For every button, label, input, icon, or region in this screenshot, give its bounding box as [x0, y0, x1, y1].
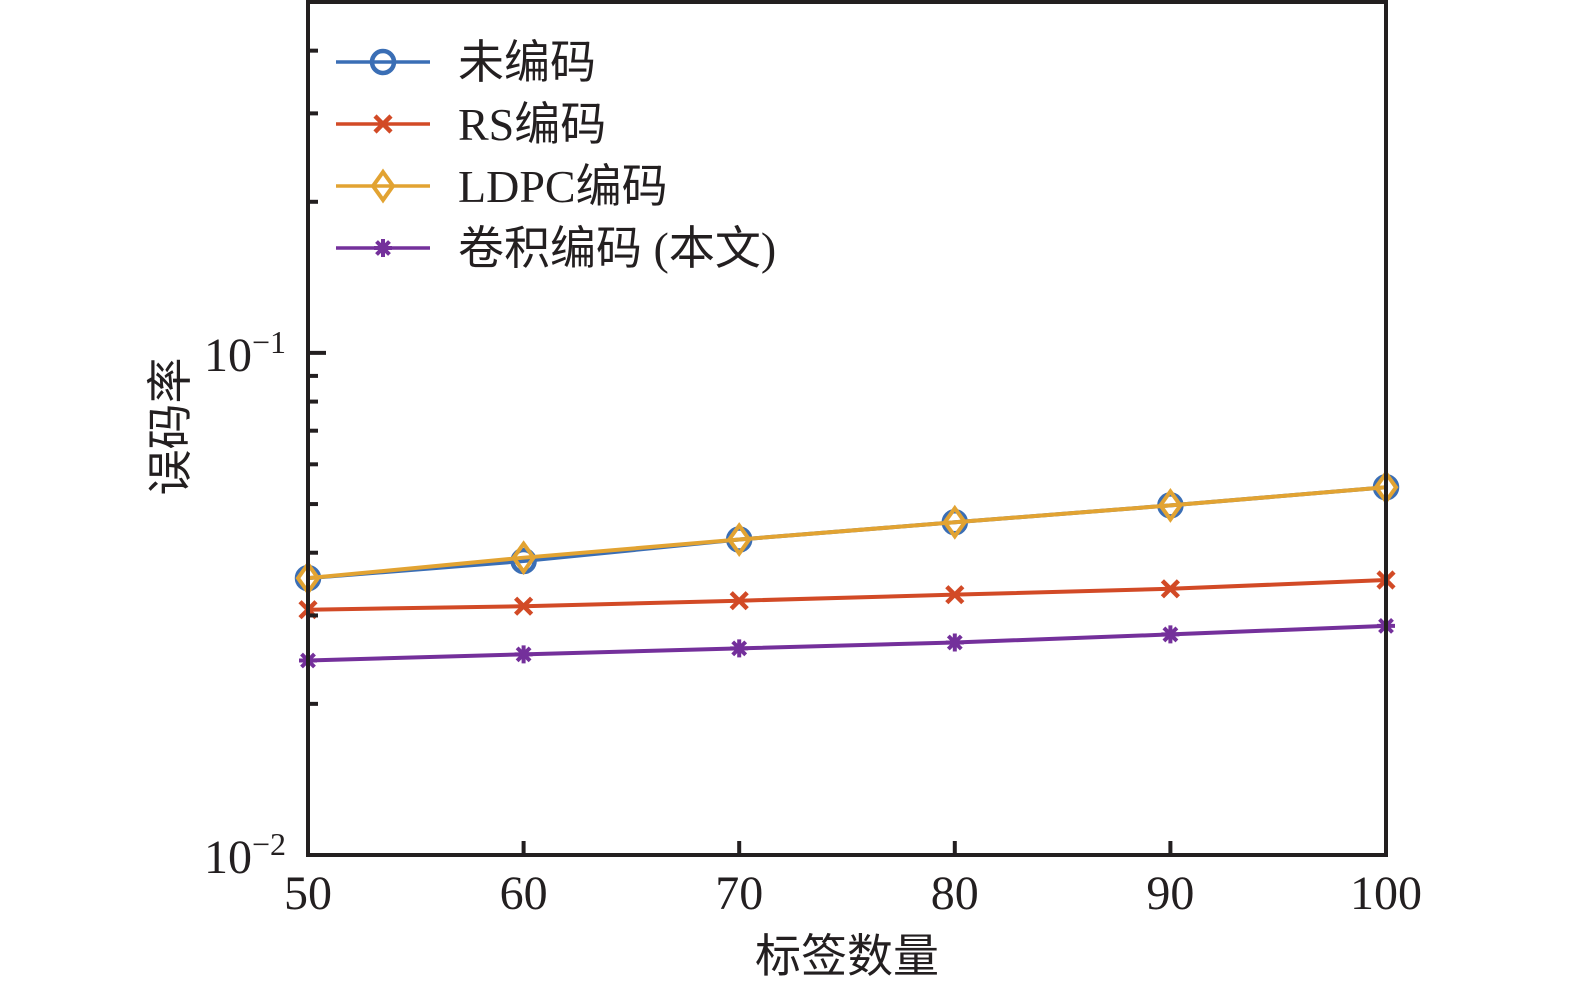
legend-item: LDPC编码	[336, 161, 668, 212]
series-line	[307, 577, 1387, 612]
data-point-x	[1160, 579, 1180, 599]
legend-label: RS编码	[458, 99, 606, 150]
axes: 10−1 10−2 50 60 70 80 90 100	[204, 0, 1422, 920]
x-tick-label: 70	[715, 867, 763, 920]
x-tick-label: 80	[931, 867, 979, 920]
plot-frame	[306, 0, 1388, 857]
legend-label: 未编码	[458, 37, 596, 88]
legend-marker-asterisk	[374, 239, 392, 257]
x-tick-label: 60	[500, 867, 548, 920]
x-axis-ticks: 50 60 70 80 90 100	[284, 841, 1422, 920]
legend-item: 卷积编码 (本文)	[336, 223, 776, 274]
y-tick-label: 10−1	[204, 324, 286, 382]
legend-marker-x	[373, 114, 393, 134]
data-point-asterisk	[730, 639, 749, 658]
legend-label: 卷积编码 (本文)	[458, 223, 776, 274]
legend-label: LDPC编码	[458, 161, 668, 212]
data-point-diamond	[726, 522, 752, 557]
data-point-asterisk	[1161, 625, 1180, 644]
series-1	[298, 570, 1396, 620]
series-line	[307, 485, 1387, 581]
legend-item: 未编码	[336, 37, 596, 88]
series-2	[295, 469, 1399, 596]
y-axis-ticks: 10−1 10−2	[204, 48, 326, 884]
data-point-diamond	[942, 504, 968, 540]
data-point-x	[514, 596, 534, 616]
x-axis-title: 标签数量	[755, 931, 939, 982]
data-point-diamond	[511, 540, 537, 576]
legend-marker-circle	[369, 48, 397, 76]
legend-marker-diamond	[370, 168, 396, 204]
y-axis-title: 误码率	[145, 358, 196, 496]
legend-item: RS编码	[336, 99, 606, 150]
data-point-x	[729, 591, 749, 611]
data-point-asterisk	[945, 633, 964, 652]
x-tick-label: 90	[1146, 867, 1194, 920]
series-3	[299, 616, 1395, 670]
x-tick-label: 100	[1350, 867, 1422, 920]
series-line	[307, 623, 1387, 663]
data-point-x	[945, 585, 965, 605]
data-point-asterisk	[514, 645, 533, 664]
x-tick-label: 50	[284, 867, 332, 920]
y-tick-label: 10−2	[204, 826, 286, 884]
plot-series	[294, 469, 1400, 670]
data-point-diamond	[1157, 487, 1183, 523]
